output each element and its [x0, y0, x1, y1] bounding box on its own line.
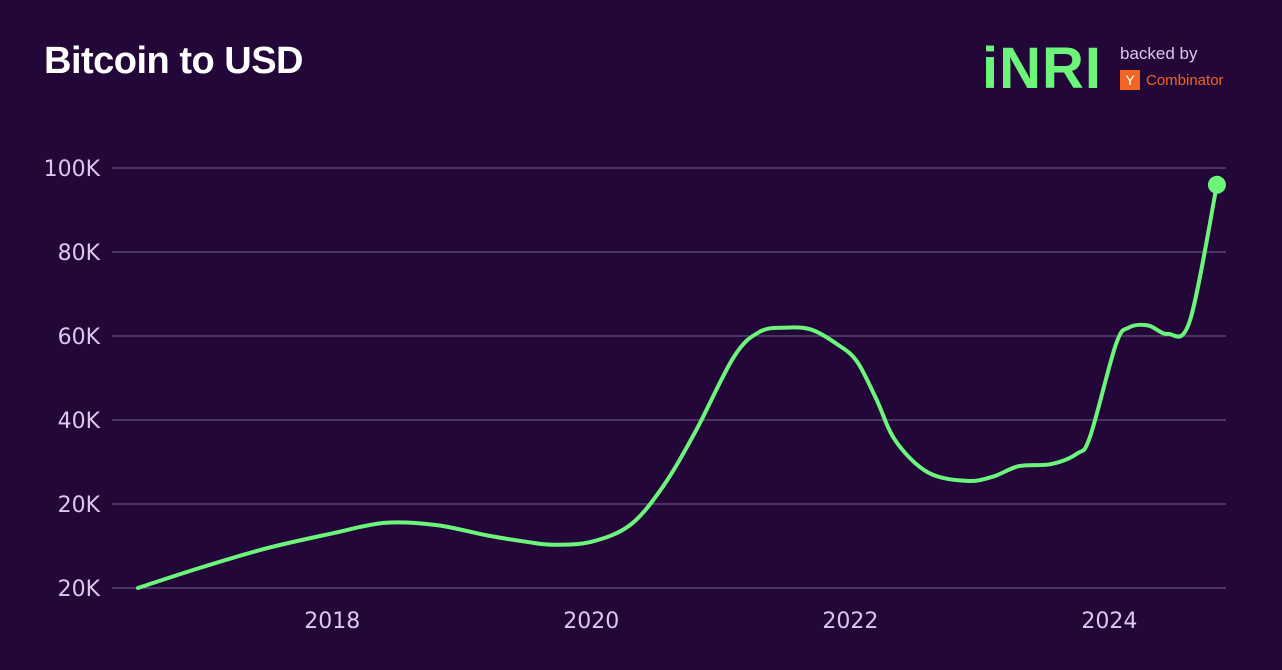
data-point: [835, 342, 839, 346]
y-tick-label: 20K: [58, 493, 101, 518]
y-tick-label: 40K: [58, 409, 101, 434]
data-point: [758, 330, 762, 334]
data-point: [486, 534, 490, 538]
data-point: [965, 479, 969, 483]
data-point: [628, 523, 632, 527]
x-tick-label: 2022: [822, 609, 878, 634]
y-tick-label: 80K: [58, 241, 101, 266]
data-point: [1188, 319, 1192, 323]
data-point: [201, 565, 205, 569]
data-point: [894, 439, 898, 443]
data-point: [1146, 324, 1150, 328]
yc-logo-icon: Y: [1120, 70, 1140, 90]
y-tick-label: 20K: [58, 577, 101, 602]
data-point: [991, 475, 995, 479]
x-tick-label: 2024: [1081, 609, 1137, 634]
x-tick-label: 2018: [304, 609, 360, 634]
data-point: [784, 326, 788, 330]
series-layer: [135, 175, 1226, 590]
data-point: [809, 328, 813, 332]
x-tick-label: 2020: [563, 609, 619, 634]
data-point: [1127, 326, 1131, 330]
chart-title: Bitcoin to USD: [44, 40, 303, 82]
grid-layer: [112, 167, 1226, 589]
data-point: [1049, 462, 1053, 466]
data-point: [136, 586, 140, 590]
latest-value-marker: [1207, 175, 1226, 194]
data-point: [525, 540, 529, 544]
data-point: [330, 531, 334, 535]
y-axis-ticks: 20K 20K 40K 60K 80K 100K: [44, 157, 101, 602]
data-point: [874, 397, 878, 401]
yc-badge: Y Combinator: [1120, 70, 1224, 90]
data-point: [589, 540, 593, 544]
yc-name: Combinator: [1146, 71, 1224, 89]
data-point: [693, 431, 697, 435]
y-tick-label: 100K: [44, 157, 101, 182]
data-point: [661, 485, 665, 489]
data-point: [1114, 342, 1118, 346]
data-point: [1088, 435, 1092, 439]
data-point: [855, 359, 859, 363]
data-point: [434, 523, 438, 527]
data-point: [1075, 452, 1079, 456]
data-point: [382, 521, 386, 525]
data-point: [732, 355, 736, 359]
data-point: [550, 543, 554, 547]
series-line-btc-usd: [135, 182, 1219, 590]
data-point: [1166, 332, 1170, 336]
data-point: [265, 546, 269, 550]
backed-by-label: backed by: [1120, 44, 1198, 63]
data-point: [1017, 464, 1021, 468]
data-point: [926, 471, 930, 475]
y-tick-label: 60K: [58, 325, 101, 350]
x-axis-ticks: 2018 2020 2022 2024: [304, 609, 1137, 634]
brand-logo: iNRI: [982, 36, 1102, 101]
